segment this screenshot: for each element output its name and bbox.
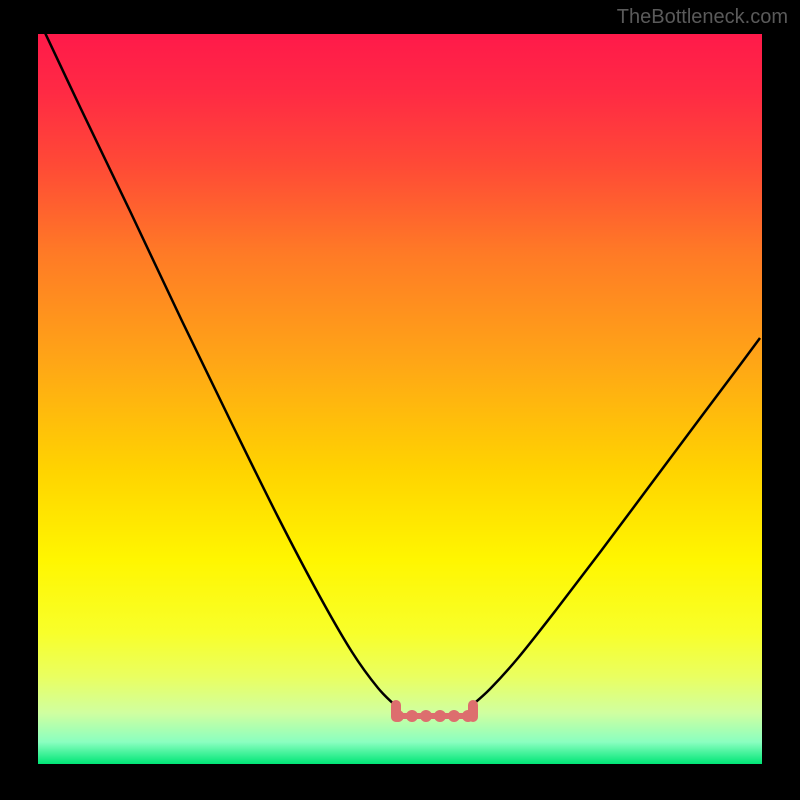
watermark-text: TheBottleneck.com [617,6,788,29]
chart-container: TheBottleneck.com [0,0,800,800]
curve-left-branch [39,34,397,707]
curve-right-branch [470,338,760,707]
plot-area [38,34,762,764]
bottleneck-curve [38,34,762,764]
